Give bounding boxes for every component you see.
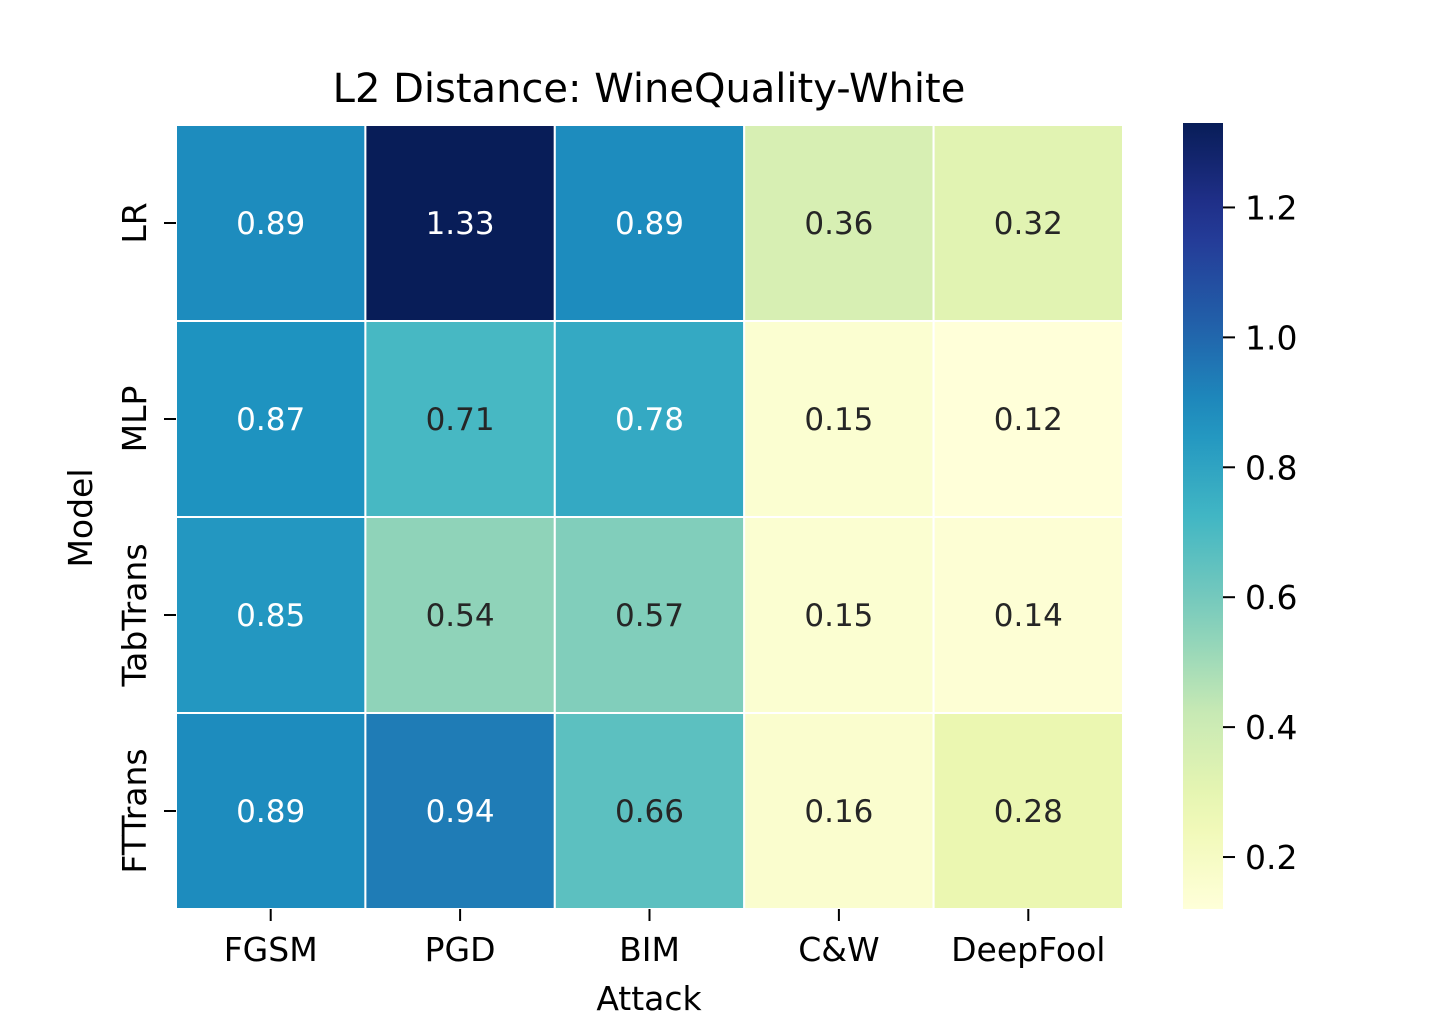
cell-value-label: 0.32 (994, 206, 1063, 242)
cell-value-label: 0.89 (236, 794, 305, 830)
cell-value-label: 0.16 (804, 794, 873, 830)
colorbar-tick-label: 0.6 (1245, 578, 1297, 617)
heatmap-cell (553, 516, 746, 714)
heatmap-cell (932, 124, 1124, 322)
cell-value-label: 0.66 (615, 794, 684, 830)
y-tick-label: TabTrans (115, 543, 154, 687)
cell-value-label: 0.78 (615, 402, 684, 438)
heatmap-cell (364, 712, 556, 910)
y-tick-label: MLP (115, 386, 154, 453)
heatmap-cell (553, 712, 746, 910)
heatmap-cell (743, 516, 935, 714)
heatmap-cell (553, 124, 746, 322)
y-axis-ticks: LR MLP TabTrans FTTrans (115, 202, 176, 874)
cell-value-label: 0.89 (236, 206, 305, 242)
heatmap-cell (743, 712, 935, 910)
cell-value-label: 0.36 (804, 206, 873, 242)
heatmap-cell (932, 320, 1124, 518)
cell-value-label: 0.15 (804, 402, 873, 438)
x-axis-ticks: FGSM PGD BIM C&W DeepFool (224, 909, 1105, 969)
colorbar-tick-label: 1.0 (1245, 318, 1297, 357)
heatmap-cell (743, 124, 935, 322)
x-axis-label: Attack (596, 979, 702, 1018)
cell-value-label: 0.12 (994, 402, 1063, 438)
cell-value-label: 0.94 (426, 794, 495, 830)
heatmap-cell (175, 320, 367, 518)
y-axis-label: Model (61, 468, 100, 567)
cell-value-label: 0.57 (615, 598, 684, 634)
cell-value-label: 0.28 (994, 794, 1063, 830)
cell-value-label: 0.85 (236, 598, 305, 634)
x-tick-label: FGSM (224, 930, 318, 969)
heatmap-cell (364, 124, 556, 322)
colorbar-tick-label: 0.8 (1245, 448, 1297, 487)
x-tick-label: BIM (619, 930, 680, 969)
heatmap-cell (932, 516, 1124, 714)
cell-value-label: 0.89 (615, 206, 684, 242)
heatmap-cell (932, 712, 1124, 910)
cell-value-label: 0.87 (236, 402, 305, 438)
cell-value-label: 0.54 (426, 598, 495, 634)
heatmap-cell (553, 320, 746, 518)
x-tick-label: DeepFool (951, 930, 1105, 969)
heatmap-cells: 0.89 1.33 0.89 0.36 0.32 0.87 0.71 0.78 0.15 0.12… (175, 124, 1124, 910)
colorbar-tick-label: 0.2 (1245, 838, 1297, 877)
cell-value-label: 0.14 (994, 598, 1063, 634)
x-tick-label: PGD (425, 930, 496, 969)
y-tick-label: FTTrans (115, 748, 154, 873)
y-tick-label: LR (115, 202, 154, 243)
cell-value-label: 0.71 (426, 402, 495, 438)
colorbar (1183, 123, 1223, 909)
colorbar-tick-label: 0.4 (1245, 708, 1297, 747)
heatmap-cell (364, 516, 556, 714)
cell-value-label: 1.33 (426, 206, 495, 242)
colorbar-tick-label: 1.2 (1245, 188, 1297, 227)
colorbar-ticks: 0.2 0.4 0.6 0.8 1.0 1.2 (1223, 188, 1297, 877)
chart-title: L2 Distance: WineQuality-White (333, 66, 966, 112)
x-tick-label: C&W (798, 930, 879, 969)
cell-value-label: 0.15 (804, 598, 873, 634)
heatmap-cell (175, 124, 367, 322)
